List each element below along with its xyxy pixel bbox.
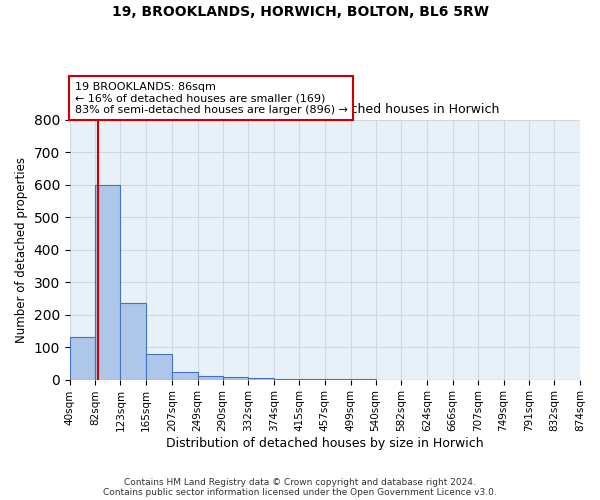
Bar bbox=[146, 354, 172, 380]
Bar bbox=[223, 377, 248, 380]
Text: Contains HM Land Registry data © Crown copyright and database right 2024.
Contai: Contains HM Land Registry data © Crown c… bbox=[103, 478, 497, 497]
Bar bbox=[121, 304, 146, 380]
Y-axis label: Number of detached properties: Number of detached properties bbox=[15, 156, 28, 342]
Text: 19, BROOKLANDS, HORWICH, BOLTON, BL6 5RW: 19, BROOKLANDS, HORWICH, BOLTON, BL6 5RW bbox=[112, 5, 488, 19]
Bar bbox=[172, 372, 197, 380]
Bar bbox=[95, 185, 121, 380]
Title: Size of property relative to detached houses in Horwich: Size of property relative to detached ho… bbox=[151, 103, 499, 116]
Bar bbox=[197, 376, 223, 380]
Bar bbox=[274, 379, 299, 380]
Bar bbox=[248, 378, 274, 380]
Text: 19 BROOKLANDS: 86sqm
← 16% of detached houses are smaller (169)
83% of semi-deta: 19 BROOKLANDS: 86sqm ← 16% of detached h… bbox=[75, 82, 348, 114]
Bar bbox=[70, 338, 95, 380]
X-axis label: Distribution of detached houses by size in Horwich: Distribution of detached houses by size … bbox=[166, 437, 484, 450]
